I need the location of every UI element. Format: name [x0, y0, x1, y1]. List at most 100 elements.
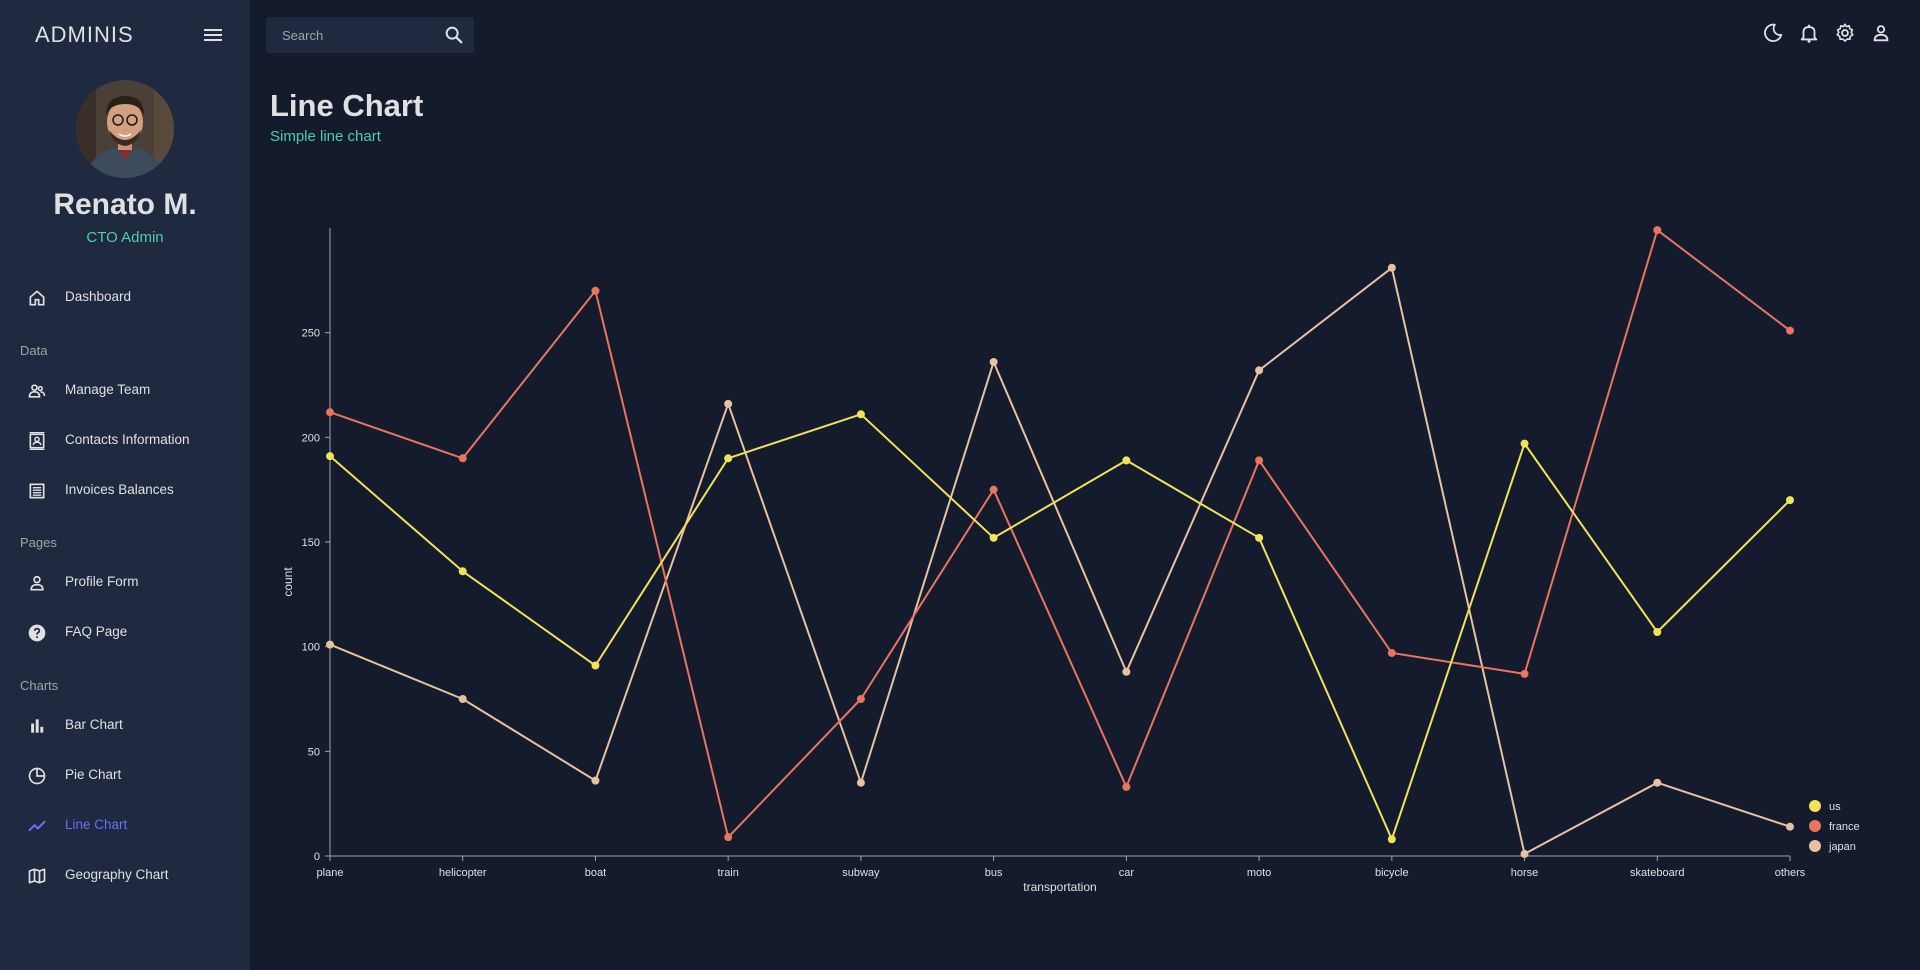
- sidebar-item-pie-chart[interactable]: Pie Chart: [0, 756, 250, 796]
- sidebar-item-label: Invoices Balances: [65, 482, 174, 497]
- data-point-france[interactable]: [1520, 669, 1529, 678]
- user-role: CTO Admin: [86, 229, 164, 246]
- receipt-icon: [27, 481, 47, 501]
- people-icon: [27, 381, 47, 401]
- sidebar-item-label: Manage Team: [65, 382, 151, 397]
- sidebar-item-line-chart[interactable]: Line Chart: [0, 806, 250, 846]
- sidebar-header: ADMINIS: [35, 20, 225, 50]
- search-icon[interactable]: [443, 24, 465, 46]
- legend-swatch-us: [1809, 800, 1821, 812]
- data-point-japan[interactable]: [989, 357, 998, 366]
- data-point-france[interactable]: [989, 485, 998, 494]
- data-point-japan[interactable]: [458, 695, 467, 703]
- data-point-japan[interactable]: [1255, 366, 1264, 375]
- y-tick-label: 250: [302, 328, 320, 340]
- data-point-japan[interactable]: [724, 399, 733, 408]
- search-bar: [266, 17, 474, 53]
- sidebar-item-label: Profile Form: [65, 574, 139, 589]
- sidebar-item-faq[interactable]: FAQ Page: [0, 613, 250, 653]
- y-axis-label: count: [281, 567, 295, 597]
- x-tick-label: others: [1775, 867, 1806, 879]
- timeline-icon: [27, 816, 47, 836]
- data-point-us[interactable]: [1653, 628, 1662, 637]
- data-point-us[interactable]: [856, 410, 865, 419]
- sidebar-item-profile-form[interactable]: Profile Form: [0, 563, 250, 603]
- moon-icon[interactable]: [1762, 22, 1786, 46]
- sidebar-item-label: Line Chart: [65, 817, 128, 832]
- data-point-france[interactable]: [458, 454, 467, 463]
- x-tick-label: bicycle: [1375, 867, 1409, 879]
- sidebar-item-manage-team[interactable]: Manage Team: [0, 371, 250, 411]
- x-tick-label: boat: [585, 867, 606, 879]
- data-point-france[interactable]: [724, 833, 733, 842]
- data-point-us[interactable]: [1122, 456, 1131, 465]
- legend-label-france[interactable]: france: [1829, 821, 1860, 833]
- x-tick-label: subway: [842, 867, 880, 879]
- help-icon: [27, 623, 47, 643]
- y-tick-label: 50: [308, 746, 320, 758]
- data-point-us[interactable]: [1786, 496, 1794, 505]
- data-point-france[interactable]: [326, 408, 334, 417]
- section-label-pages: Pages: [20, 535, 57, 550]
- map-icon: [27, 866, 47, 886]
- line-chart: 0 50 100 150 200 250 plane helicopter boat train s…: [250, 180, 1920, 910]
- legend-swatch-france: [1809, 820, 1821, 832]
- data-point-japan[interactable]: [1387, 263, 1396, 272]
- sidebar: ADMINIS Renato M. CTO Admin Dashboard Da…: [0, 0, 250, 970]
- y-tick-label: 150: [302, 537, 320, 549]
- data-point-france[interactable]: [1387, 648, 1396, 657]
- avatar[interactable]: [76, 80, 174, 178]
- search-input[interactable]: [266, 17, 436, 53]
- person-icon: [27, 573, 47, 593]
- data-point-japan[interactable]: [1786, 822, 1794, 831]
- data-point-japan[interactable]: [1653, 778, 1662, 787]
- x-tick-label: plane: [317, 867, 344, 879]
- data-point-france[interactable]: [1653, 226, 1662, 235]
- data-point-france[interactable]: [856, 695, 865, 703]
- bell-icon[interactable]: [1798, 22, 1822, 46]
- data-point-japan[interactable]: [1122, 667, 1131, 676]
- data-point-us[interactable]: [1520, 439, 1529, 448]
- menu-toggle-icon[interactable]: [201, 23, 225, 47]
- series-line-japan: [329, 266, 1791, 855]
- x-tick-label: bus: [985, 867, 1003, 879]
- sidebar-item-dashboard[interactable]: Dashboard: [0, 278, 250, 318]
- data-point-japan[interactable]: [1520, 849, 1529, 858]
- sidebar-item-label: Contacts Information: [65, 432, 190, 447]
- sidebar-item-bar-chart[interactable]: Bar Chart: [0, 706, 250, 746]
- line-chart-svg: 0 50 100 150 200 250 plane helicopter boat train s…: [281, 226, 1860, 894]
- sidebar-item-invoices[interactable]: Invoices Balances: [0, 471, 250, 511]
- data-point-us[interactable]: [1255, 533, 1264, 542]
- legend-label-japan[interactable]: japan: [1828, 841, 1856, 853]
- x-tick-label: horse: [1511, 867, 1539, 879]
- sidebar-item-label: Pie Chart: [65, 767, 122, 782]
- data-point-us[interactable]: [1387, 835, 1396, 844]
- sidebar-item-contacts[interactable]: Contacts Information: [0, 421, 250, 461]
- section-label-data: Data: [20, 343, 48, 358]
- data-point-france[interactable]: [591, 286, 600, 295]
- data-point-us[interactable]: [724, 454, 733, 463]
- y-tick-label: 0: [314, 851, 320, 863]
- home-icon: [27, 288, 47, 308]
- data-point-japan[interactable]: [326, 640, 334, 649]
- legend-label-us[interactable]: us: [1829, 801, 1841, 813]
- data-point-japan[interactable]: [856, 778, 865, 787]
- sidebar-item-geography[interactable]: Geography Chart: [0, 856, 250, 896]
- data-point-france[interactable]: [1122, 782, 1131, 791]
- data-point-us[interactable]: [591, 661, 600, 670]
- person-icon[interactable]: [1870, 22, 1894, 46]
- data-point-france[interactable]: [1255, 456, 1264, 465]
- data-point-us[interactable]: [989, 533, 998, 542]
- topbar-icons: [1762, 22, 1902, 46]
- series-line-us: [329, 413, 1791, 841]
- sidebar-item-label: Geography Chart: [65, 867, 169, 882]
- data-point-japan[interactable]: [591, 776, 600, 785]
- x-axis-label: transportation: [1023, 880, 1096, 894]
- section-label-charts: Charts: [20, 678, 59, 693]
- data-point-france[interactable]: [1786, 326, 1794, 335]
- gear-icon[interactable]: [1834, 22, 1858, 46]
- data-point-us[interactable]: [326, 452, 334, 461]
- x-tick-label: moto: [1247, 867, 1271, 879]
- data-point-us[interactable]: [458, 567, 467, 576]
- y-tick-label: 100: [302, 642, 320, 654]
